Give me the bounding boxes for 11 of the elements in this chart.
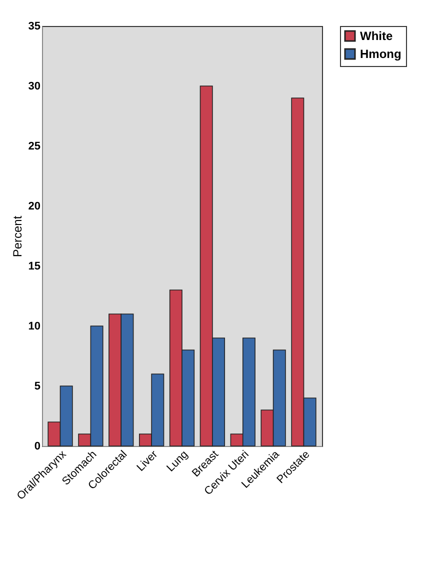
- y-tick-label: 10: [28, 320, 40, 332]
- y-axis-title: Percent: [10, 215, 24, 258]
- y-tick-label: 30: [28, 80, 40, 92]
- legend-label: White: [360, 29, 393, 43]
- y-tick-label: 5: [34, 380, 40, 392]
- y-tick-label: 35: [28, 20, 40, 32]
- y-tick-label: 20: [28, 200, 40, 212]
- legend-label: Hmong: [360, 47, 402, 61]
- y-tick-label: 15: [28, 260, 40, 272]
- y-tick-label: 25: [28, 140, 40, 152]
- y-tick-label: 0: [34, 440, 40, 452]
